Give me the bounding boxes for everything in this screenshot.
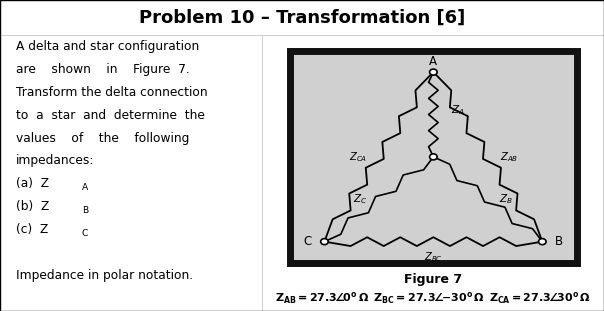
Text: Problem 10 – Transformation [6]: Problem 10 – Transformation [6] [139,9,465,27]
Circle shape [539,239,546,245]
Text: $Z_{AB}$: $Z_{AB}$ [500,150,518,164]
Text: values    of    the    following: values of the following [16,132,189,145]
Text: to  a  star  and  determine  the: to a star and determine the [16,109,205,122]
Text: C: C [303,235,312,248]
Text: $Z_A$: $Z_A$ [451,103,464,117]
Text: $Z_B$: $Z_B$ [500,193,513,206]
Text: A: A [82,183,88,193]
Text: $Z_{CA}$: $Z_{CA}$ [349,150,367,164]
FancyBboxPatch shape [290,51,577,263]
Circle shape [321,239,328,245]
Text: A: A [429,55,437,68]
Text: C: C [82,229,88,238]
Text: $Z_{BC}$: $Z_{BC}$ [424,250,443,264]
Text: (a)  Z: (a) Z [16,177,49,190]
Text: are    shown    in    Figure  7.: are shown in Figure 7. [16,63,190,76]
Text: Figure 7: Figure 7 [404,273,463,286]
Text: $\mathbf{Z_{AB} = 27.3\!\angle\!0^o\,\Omega\;\;Z_{BC} = 27.3\!\angle\!{-30^o}\,\: $\mathbf{Z_{AB} = 27.3\!\angle\!0^o\,\Om… [275,291,591,306]
Text: (c)  Z: (c) Z [16,223,48,236]
Text: A delta and star configuration: A delta and star configuration [16,40,199,53]
Text: $Z_C$: $Z_C$ [353,193,367,206]
Text: B: B [82,206,88,215]
Circle shape [429,69,437,75]
Circle shape [429,154,437,160]
Text: Transform the delta connection: Transform the delta connection [16,86,207,99]
Text: impedances:: impedances: [16,155,94,168]
Text: B: B [555,235,564,248]
Text: (b)  Z: (b) Z [16,200,49,213]
Text: Impedance in polar notation.: Impedance in polar notation. [16,269,193,282]
